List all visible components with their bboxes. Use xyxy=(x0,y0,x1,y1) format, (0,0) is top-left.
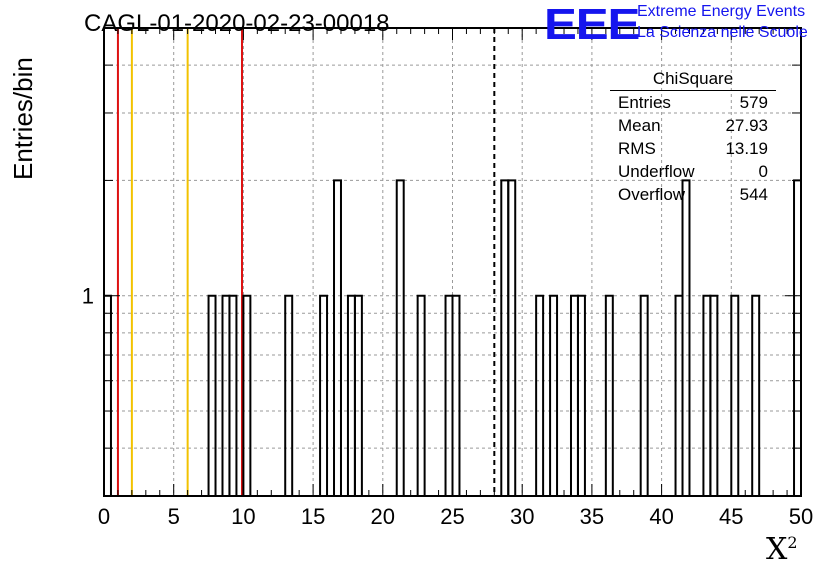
x-tick-label: 35 xyxy=(580,504,604,529)
histogram-bar xyxy=(681,179,691,496)
histogram-bar xyxy=(353,294,363,496)
histogram-bar xyxy=(702,294,712,496)
histogram-bar xyxy=(751,294,761,496)
x-tick-label: 40 xyxy=(649,504,673,529)
histogram-bar xyxy=(639,294,649,496)
x-axis-label: X2 xyxy=(766,532,798,567)
y-axis-label: Entries/bin xyxy=(8,57,38,180)
histogram-bar xyxy=(284,294,294,496)
histogram-bar xyxy=(319,294,329,496)
stats-label: Entries xyxy=(618,93,671,112)
stats-row-mean: Mean 27.93 xyxy=(610,114,776,137)
histogram-bar xyxy=(242,294,252,496)
histogram-bar xyxy=(507,179,517,496)
histogram-bar xyxy=(333,179,342,496)
x-tick-label: 25 xyxy=(440,504,464,529)
x-tick-label: 50 xyxy=(789,504,813,529)
x-tick-label: 30 xyxy=(510,504,534,529)
x-tick-label: 10 xyxy=(231,504,255,529)
histogram-bar xyxy=(395,179,405,496)
logo-line-1: Extreme Energy Events xyxy=(637,3,806,20)
histogram-bar xyxy=(674,294,684,496)
histogram-bar xyxy=(103,294,112,496)
histogram-bar xyxy=(444,294,454,496)
histogram-bar xyxy=(569,294,579,496)
histogram-bar xyxy=(730,294,740,496)
histogram-bar xyxy=(535,294,545,496)
logo-line-2: La Scienza nelle Scuole xyxy=(637,24,808,41)
stats-row-underflow: Underflow 0 xyxy=(610,160,776,183)
histogram-bar xyxy=(549,294,559,496)
x-tick-label: 15 xyxy=(301,504,325,529)
histogram-bar xyxy=(709,294,719,496)
stats-label: Overflow xyxy=(618,185,686,204)
stats-label: Underflow xyxy=(618,162,695,181)
stats-value: 27.93 xyxy=(725,116,768,135)
histogram-bar xyxy=(451,294,461,496)
x-tick-label: 5 xyxy=(168,504,180,529)
stats-value: 579 xyxy=(739,93,768,112)
stats-row-entries: Entries 579 xyxy=(610,91,776,114)
histogram-bar xyxy=(228,294,238,496)
stats-label: RMS xyxy=(618,139,656,158)
histogram xyxy=(103,179,802,496)
histogram-bar xyxy=(221,294,231,496)
histogram-bar xyxy=(207,294,217,496)
stats-label: Mean xyxy=(618,116,661,135)
histogram-bar xyxy=(604,294,614,496)
stats-box: ChiSquare Entries 579 Mean 27.93 RMS 13.… xyxy=(610,68,776,206)
y-tick-label: 1 xyxy=(82,284,94,309)
tick-labels: 0 5 10 15 20 25 30 35 40 45 50 1 xyxy=(82,284,813,529)
stats-value: 544 xyxy=(739,185,768,204)
marker-lines xyxy=(116,28,496,496)
x-axis-label-base: X xyxy=(766,532,788,567)
plot-title: CAGL-01-2020-02-23-00018 xyxy=(84,10,390,37)
histogram-bar xyxy=(576,294,586,496)
histogram-bar xyxy=(500,179,510,496)
x-tick-label: 0 xyxy=(98,504,110,529)
stats-row-rms: RMS 13.19 xyxy=(610,137,776,160)
stats-value: 0 xyxy=(758,162,768,181)
eee-logo: EEE xyxy=(544,0,640,49)
histogram-bar xyxy=(416,294,426,496)
stats-title: ChiSquare xyxy=(610,68,776,91)
histogram-bar xyxy=(793,179,802,496)
stats-value: 13.19 xyxy=(725,139,768,158)
x-axis-label-superscript: 2 xyxy=(787,533,798,552)
x-tick-label: 45 xyxy=(719,504,743,529)
x-tick-label: 20 xyxy=(371,504,395,529)
axis-ticks xyxy=(103,28,802,496)
stats-row-overflow: Overflow 544 xyxy=(610,183,776,206)
histogram-bar xyxy=(346,294,356,496)
